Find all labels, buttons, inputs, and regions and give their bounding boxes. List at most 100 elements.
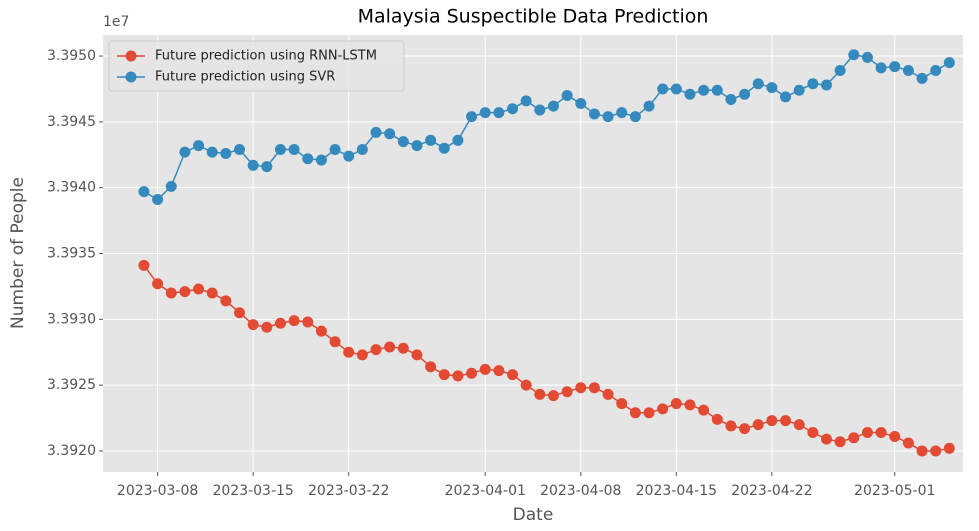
data-point (479, 107, 491, 119)
data-point (616, 107, 628, 119)
y-tick-label: 3.3935 (47, 246, 96, 262)
data-point (547, 390, 559, 402)
legend-label: Future prediction using RNN-LSTM (155, 49, 377, 64)
data-point (411, 140, 423, 152)
data-point (766, 415, 778, 427)
data-point (152, 278, 164, 290)
data-point (288, 144, 300, 156)
data-point (820, 433, 832, 445)
data-point (466, 111, 478, 123)
data-point (670, 398, 682, 410)
data-point (425, 134, 437, 146)
data-point (165, 287, 177, 299)
data-point (411, 349, 423, 361)
data-point (739, 88, 751, 100)
data-point (274, 317, 286, 329)
data-point (930, 65, 942, 77)
data-point (534, 388, 546, 400)
y-tick-label: 3.3950 (47, 48, 96, 64)
data-point (575, 382, 587, 394)
data-point (561, 386, 573, 398)
data-point (315, 325, 327, 337)
data-point (343, 346, 355, 358)
y-axis-label: Number of People (8, 177, 28, 329)
data-point (315, 154, 327, 166)
y-offset-label: 1e7 (103, 14, 129, 30)
data-point (520, 379, 532, 391)
data-point (247, 319, 259, 331)
data-point (875, 427, 887, 439)
x-tick-label: 2023-03-22 (308, 483, 389, 499)
data-point (261, 161, 273, 173)
data-point (138, 259, 150, 271)
data-point (206, 146, 218, 158)
data-point (902, 437, 914, 449)
data-point (752, 419, 764, 431)
x-tick-label: 2023-05-01 (854, 483, 935, 499)
data-point (875, 62, 887, 74)
data-point (793, 84, 805, 96)
data-point (602, 111, 614, 123)
x-tick-label: 2023-03-15 (212, 483, 293, 499)
data-point (179, 286, 191, 298)
data-point (861, 427, 873, 439)
data-point (384, 341, 396, 353)
data-point (507, 103, 519, 115)
data-point (370, 126, 382, 138)
data-point (302, 316, 314, 328)
data-point (643, 100, 655, 112)
data-point (670, 83, 682, 95)
data-point (493, 107, 505, 119)
y-tick-label: 3.3930 (47, 311, 96, 327)
data-point (193, 140, 205, 152)
data-point (602, 388, 614, 400)
data-point (302, 153, 314, 165)
data-point (520, 95, 532, 107)
data-point (848, 432, 860, 444)
data-point (848, 49, 860, 61)
data-point (725, 420, 737, 432)
data-point (684, 399, 696, 411)
data-point (657, 403, 669, 415)
data-point (261, 321, 273, 333)
data-point (234, 144, 246, 156)
data-point (861, 51, 873, 63)
chart-title: Malaysia Suspectible Data Prediction (358, 6, 709, 28)
data-point (793, 419, 805, 431)
data-point (916, 72, 928, 84)
data-point (466, 367, 478, 379)
data-point (616, 398, 628, 410)
data-point (329, 144, 341, 156)
data-point (698, 84, 710, 96)
data-point (889, 61, 901, 73)
data-point (288, 315, 300, 327)
data-point (343, 150, 355, 162)
data-point (397, 136, 409, 148)
data-point (711, 413, 723, 425)
data-point (629, 111, 641, 123)
data-point (397, 342, 409, 354)
data-point (588, 108, 600, 120)
data-point (930, 445, 942, 457)
data-point (684, 88, 696, 100)
data-point (752, 78, 764, 90)
data-point (711, 84, 723, 96)
data-point (943, 442, 955, 454)
legend-marker (125, 50, 137, 62)
data-point (943, 57, 955, 69)
data-point (179, 146, 191, 158)
y-tick-label: 3.3945 (47, 114, 96, 130)
x-tick-label: 2023-04-08 (540, 483, 621, 499)
data-point (739, 423, 751, 435)
data-point (479, 363, 491, 375)
data-point (780, 91, 792, 103)
x-tick-label: 2023-04-22 (731, 483, 812, 499)
data-point (247, 159, 259, 171)
data-point (834, 436, 846, 448)
data-point (902, 65, 914, 77)
y-tick-label: 3.3925 (47, 377, 96, 393)
x-tick-label: 2023-04-15 (636, 483, 717, 499)
data-point (547, 100, 559, 112)
data-point (152, 194, 164, 206)
data-point (575, 97, 587, 109)
